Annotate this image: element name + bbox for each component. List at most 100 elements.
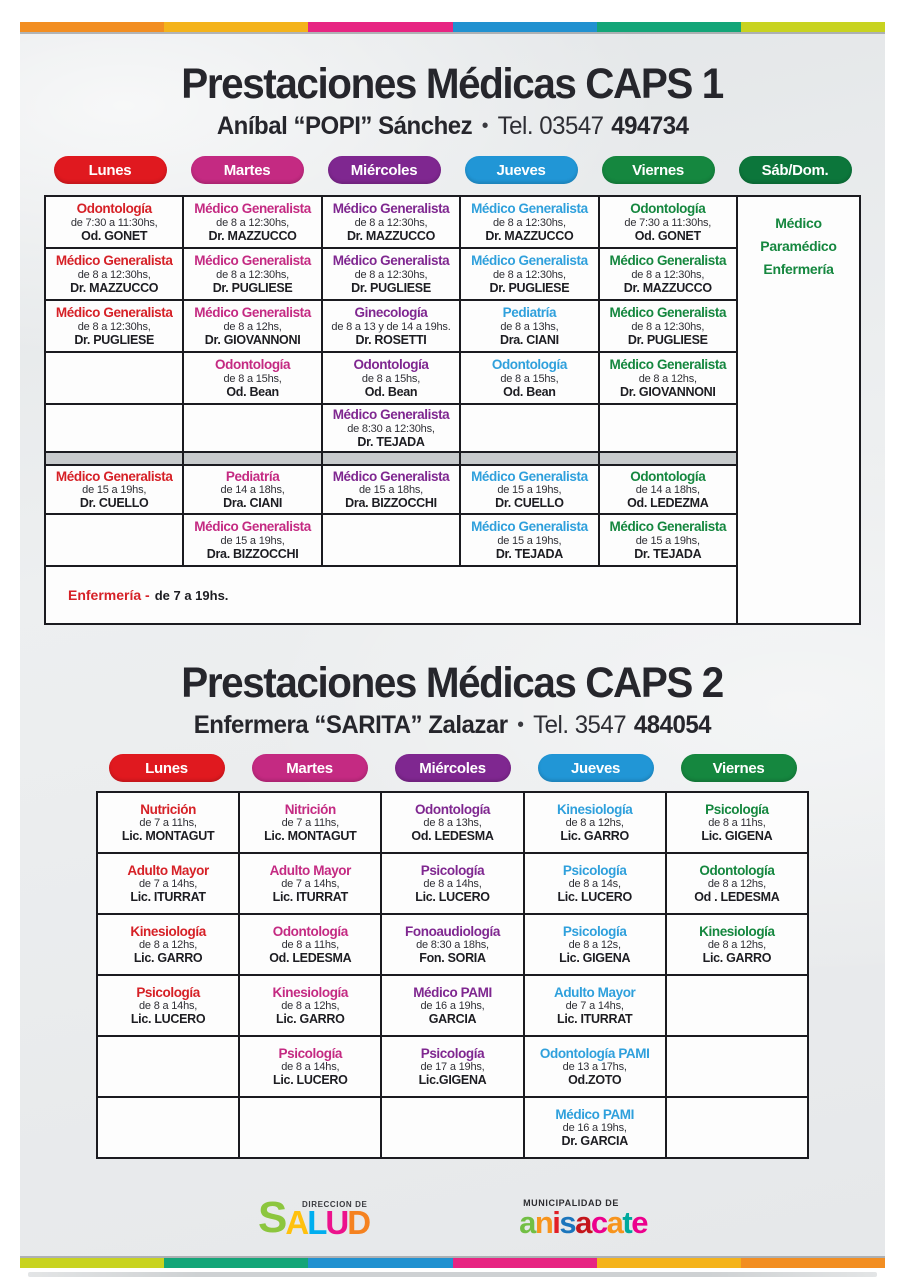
weekend-service-label: Enfermería [763, 261, 834, 278]
schedule-cell: Médico Generalista de 8 a 12hs, Dr. GIOVAN… [599, 353, 736, 404]
cell-doctor: Dr. TEJADA [634, 546, 702, 561]
cell-specialty: Pediatría [502, 305, 557, 321]
logo-letter: U [325, 1203, 349, 1241]
cell-time: de 8 a 14s, [568, 878, 621, 891]
cell-specialty: Médico Generalista [471, 201, 588, 217]
cell-time: de 8 a 11hs, [281, 939, 340, 952]
schedule-cell: Kinesiología de 8 a 12hs, Lic. GARRO [666, 915, 807, 975]
cell-time: de 8 a 12hs, [223, 320, 282, 333]
schedule-cell: Odontología de 8 a 11hs, Od. LEDESMA [240, 915, 381, 975]
schedule-cell [322, 515, 460, 566]
cell-doctor: Od. GONET [81, 228, 148, 243]
schedule-cell [666, 976, 807, 1036]
cell-time: de 7:30 a 11:30hs, [624, 216, 712, 229]
cell-specialty: Médico Generalista [55, 253, 173, 269]
caps2-schedule-table: Nutrición de 7 a 11hs, Lic. MONTAGUT Nitric… [96, 791, 809, 1160]
day-header-pill: Jueves [464, 156, 578, 185]
schedule-cell [461, 405, 598, 452]
day-header-label: Viernes [712, 759, 765, 777]
schedule-cell: Odontología de 7:30 a 11:30hs, Od. GONET [46, 197, 183, 248]
schedule-cell [666, 1098, 807, 1158]
schedule-cell: Médico PAMI de 16 a 19hs, Dr. GARCIA [524, 1098, 665, 1158]
cell-doctor: Lic. LUCERO [273, 1073, 348, 1088]
cell-doctor: Od.ZOTO [568, 1073, 622, 1088]
cell-doctor: Lic. GIGENA [701, 829, 773, 844]
cell-doctor: Lic. GARRO [276, 1012, 345, 1027]
schedule-cell: Odontología de 8 a 12hs, Od . LEDESMA [666, 854, 807, 914]
schedule-cell [98, 1037, 239, 1097]
cell-doctor: Dr. GARCIA [561, 1134, 628, 1149]
cell-time: de 7:30 a 11:30hs, [70, 216, 158, 229]
schedule-cell [46, 515, 183, 566]
color-strip-segment [20, 22, 165, 32]
schedule-cell [46, 405, 183, 452]
cell-doctor: Dr. GIOVANNONI [204, 332, 301, 347]
cell-specialty: Odontología [272, 924, 348, 940]
cell-time: de 8 a 13 y de 14 a 19hs. [331, 320, 451, 333]
cell-doctor: Lic. ITURRAT [130, 890, 206, 905]
schedule-cell [599, 405, 736, 452]
cell-specialty: Adulto Mayor [127, 863, 209, 879]
logo-letter: s [559, 1204, 576, 1240]
day-header-pill: Miércoles [394, 754, 511, 783]
cell-doctor: Dra. BIZZOCCHI [345, 496, 437, 511]
schedule-cell: Odontología de 7:30 a 11:30hs, Od. GONET [599, 197, 736, 248]
cell-specialty: Fonoaudiología [405, 924, 500, 940]
schedule-cell: Médico Generalista de 8 a 12:30hs, Dr. MAZ… [322, 197, 460, 248]
cell-doctor: Lic. MONTAGUT [121, 829, 215, 844]
day-header-label: Lunes [145, 759, 188, 777]
logo-letter: c [590, 1204, 608, 1240]
cell-specialty: Psicología [136, 985, 200, 1001]
color-strip-segment [740, 22, 885, 32]
schedule-cell: Médico Generalista de 15 a 18hs, Dra. BIZZ… [322, 466, 460, 514]
cell-specialty: Kinesiología [130, 924, 206, 940]
cell-time: de 8 a 12hs, [638, 372, 697, 385]
cell-specialty: Médico Generalista [332, 468, 450, 484]
cell-specialty: Médico Generalista [194, 305, 311, 321]
cell-doctor: Dr. TEJADA [357, 434, 425, 449]
top-color-strip [20, 22, 885, 32]
nursing-hours: de 7 a 19hs. [154, 587, 229, 603]
cell-specialty: Médico Generalista [471, 468, 588, 484]
divider-row-cell [461, 453, 598, 465]
cell-time: de 16 a 19hs, [562, 1122, 627, 1135]
divider-row-cell [599, 453, 736, 465]
cell-specialty: Odontología PAMI [539, 1046, 650, 1062]
day-header-pill: Lunes [108, 754, 225, 783]
bullet-separator: • [517, 714, 524, 737]
cell-time: de 15 a 19hs, [635, 534, 700, 547]
day-header-pill: Viernes [680, 754, 797, 783]
cell-time: de 7 a 11hs, [139, 817, 197, 830]
cell-time: de 8 a 11hs, [708, 817, 766, 830]
cell-time: de 8 a 12s, [568, 939, 621, 952]
salud-logo-label: DIRECCION DE [302, 1199, 368, 1209]
schedule-cell: Psicología de 8 a 14hs, Lic. LUCERO [98, 976, 239, 1036]
schedule-cell: Odontología de 14 a 18hs, Od. LEDEZMA [599, 466, 736, 514]
schedule-cell: Médico Generalista de 8 a 12:30hs, Dr. PUG… [184, 249, 321, 300]
cell-specialty: Médico Generalista [471, 253, 588, 269]
cell-time: de 8 a 12:30hs, [631, 320, 705, 333]
bottom-color-strip [20, 1258, 885, 1268]
schedule-cell: Médico Generalista de 8 a 12:30hs, Dr. MAZ… [599, 249, 736, 300]
cell-specialty: Médico PAMI [413, 985, 492, 1001]
cell-specialty: Médico Generalista [55, 305, 173, 321]
caps2-title: Prestaciones Médicas CAPS 2 [181, 659, 725, 708]
cell-time: de 8:30 a 12:30hs, [347, 422, 435, 435]
cell-doctor: Lic. GIGENA [559, 951, 631, 966]
schedule-cell: Odontología de 8 a 15hs, Od. Bean [322, 353, 460, 404]
cell-specialty: Kinesiología [556, 802, 633, 818]
cell-specialty: Odontología [491, 357, 567, 373]
schedule-cell: Médico Generalista de 8 a 12:30hs, Dr. MAZ… [46, 249, 183, 300]
cell-time: de 7 a 14hs, [139, 878, 198, 891]
day-header-pill: Jueves [537, 754, 654, 783]
schedule-cell: Psicología de 8 a 14s, Lic. LUCERO [524, 854, 665, 914]
cell-specialty: Médico Generalista [332, 201, 450, 217]
cell-doctor: Lic. LUCERO [130, 1012, 206, 1027]
cell-time: de 8:30 a 18hs, [416, 939, 489, 952]
cell-doctor: Dra. CIANI [499, 332, 559, 347]
cell-doctor: Dr. PUGLIESE [489, 280, 570, 295]
schedule-cell: Médico Generalista de 8 a 12:30hs, Dr. PUG… [461, 249, 598, 300]
day-header-pill: Viernes [601, 156, 715, 185]
